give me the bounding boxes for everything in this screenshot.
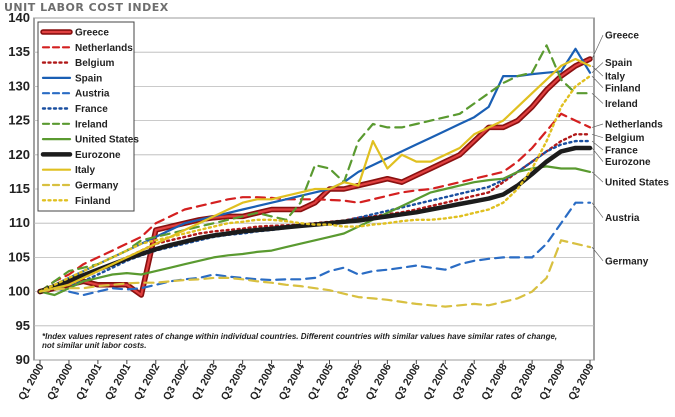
y-tick-label: 115 — [9, 181, 30, 196]
chart-title: UNIT LABOR COST INDEX — [4, 1, 169, 14]
y-tick-label: 120 — [8, 147, 30, 162]
y-tick-label: 135 — [8, 44, 30, 59]
leader-united-states — [591, 171, 604, 183]
y-tick-label: 90 — [16, 352, 30, 367]
x-tick-label: Q3 2006 — [392, 361, 423, 402]
legend-label-germany: Germany — [75, 181, 119, 192]
y-tick-label: 125 — [8, 113, 30, 128]
leader-netherlands — [591, 123, 604, 128]
legend-label-italy: Italy — [75, 165, 95, 176]
end-label-belgium: Belgium — [605, 133, 645, 144]
series-line-finland — [38, 74, 592, 293]
end-label-netherlands: Netherlands — [605, 120, 663, 131]
series-line-ireland — [38, 44, 592, 293]
x-tick-label: Q1 2006 — [363, 361, 394, 402]
series-line-austria — [38, 201, 592, 297]
x-tick-label: Q1 2009 — [537, 361, 568, 402]
y-tick-label: 110 — [9, 215, 30, 230]
x-tick-label: Q3 2003 — [219, 361, 250, 402]
y-tick-label: 95 — [16, 318, 30, 333]
end-label-ireland: Ireland — [605, 99, 638, 110]
leader-ireland — [591, 92, 604, 104]
x-tick-label: Q3 2007 — [450, 361, 481, 402]
x-tick-label: Q3 2008 — [508, 361, 539, 402]
legend-label-spain: Spain — [75, 73, 102, 84]
legend-label-greece: Greece — [75, 28, 109, 39]
end-label-france: France — [605, 146, 638, 157]
end-label-united-states: United States — [605, 178, 669, 189]
legend-box — [37, 21, 135, 212]
y-tick-label: 100 — [8, 284, 30, 299]
chart-footnote-line: *Index values represent rates of change … — [42, 332, 557, 341]
x-tick-label: Q1 2004 — [248, 361, 279, 402]
legend-label-austria: Austria — [75, 89, 110, 100]
y-tick-label: 130 — [8, 78, 30, 93]
legend-label-netherlands: Netherlands — [75, 43, 133, 54]
legend-label-eurozone: Eurozone — [75, 150, 121, 161]
legend-label-united-states: United States — [75, 135, 139, 146]
end-label-finland: Finland — [605, 83, 641, 94]
end-label-germany: Germany — [605, 256, 649, 267]
series-line-united-states — [38, 165, 592, 297]
legend-label-finland: Finland — [75, 196, 111, 207]
leader-belgium — [591, 133, 604, 139]
x-tick-label: Q1 2002 — [132, 361, 163, 402]
end-label-spain: Spain — [605, 58, 632, 69]
leader-france — [591, 140, 604, 151]
y-tick-label: 140 — [8, 10, 30, 25]
leader-germany — [591, 246, 604, 262]
end-label-austria: Austria — [605, 213, 640, 224]
x-tick-label: Q1 2008 — [479, 361, 510, 402]
leader-finland — [591, 75, 604, 89]
leader-austria — [591, 202, 604, 218]
x-tick-label: Q3 2004 — [277, 361, 308, 402]
x-tick-label: Q1 2001 — [74, 361, 105, 402]
x-tick-label: Q3 2000 — [45, 361, 76, 402]
series-line-netherlands — [38, 112, 592, 293]
series-line-germany — [38, 239, 592, 308]
leader-spain — [591, 62, 604, 73]
leader-greece — [591, 34, 604, 60]
x-tick-label: Q3 2002 — [161, 361, 192, 402]
legend-label-france: France — [75, 104, 108, 115]
end-label-eurozone: Eurozone — [605, 157, 651, 168]
x-tick-label: Q3 2009 — [566, 361, 597, 402]
x-tick-label: Q1 2000 — [16, 361, 47, 402]
x-tick-label: Q1 2007 — [421, 361, 452, 402]
series-line-italy — [38, 57, 592, 293]
end-label-italy: Italy — [605, 72, 625, 83]
chart-footnote-line: not similar unit labor costs. — [42, 341, 146, 350]
leader-eurozone — [591, 147, 604, 162]
leader-italy — [591, 65, 604, 77]
legend-label-ireland: Ireland — [75, 119, 108, 130]
x-tick-label: Q3 2005 — [334, 361, 365, 402]
x-tick-label: Q1 2005 — [306, 361, 337, 402]
legend-label-belgium: Belgium — [75, 58, 115, 69]
y-tick-label: 105 — [8, 249, 30, 264]
x-tick-label: Q3 2001 — [103, 361, 134, 402]
end-label-greece: Greece — [605, 31, 639, 42]
x-tick-label: Q1 2003 — [190, 361, 221, 402]
